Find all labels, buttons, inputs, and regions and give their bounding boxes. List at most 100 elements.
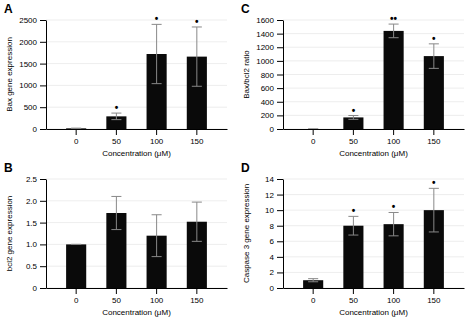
y-tick-label: 800 [261, 71, 275, 80]
y-tick-mark [277, 272, 283, 273]
x-axis-title: Concentration (μM) [339, 149, 408, 158]
y-tick-mark [277, 115, 283, 116]
x-tick-mark [156, 129, 157, 135]
x-tick: 150 [427, 288, 441, 305]
x-tick-label: 50 [349, 296, 358, 305]
error-line [196, 202, 197, 241]
error-line [196, 27, 197, 86]
y-axis-line [46, 21, 47, 130]
x-tick: 50 [112, 129, 121, 146]
x-tick-label: 0 [311, 137, 316, 146]
grid-line [46, 20, 227, 21]
y-tick-mark [277, 61, 283, 62]
error-bar [152, 24, 162, 83]
y-tick-label: 0 [33, 284, 38, 293]
y-tick-mark [40, 179, 46, 180]
x-axis-title: Concentration (μM) [102, 308, 171, 317]
x-tick: 50 [349, 288, 358, 305]
error-cap [308, 278, 318, 279]
y-tick-label: 2000 [19, 38, 37, 47]
x-tick-mark [393, 288, 394, 294]
panel: •••05001000150020002500050100150Concentr… [4, 2, 228, 158]
y-tick-label: 8 [270, 222, 275, 231]
y-tick: 2.0 [26, 197, 46, 206]
error-bar [192, 202, 202, 241]
x-tick-label: 50 [349, 137, 358, 146]
y-tick-mark [40, 201, 46, 202]
y-tick: 2500 [19, 16, 46, 25]
x-axis-line [284, 129, 465, 130]
y-tick-label: 1200 [256, 43, 274, 52]
x-tick-label: 150 [427, 296, 441, 305]
error-bar [111, 113, 121, 120]
y-tick-mark [277, 102, 283, 103]
x-tick: 150 [427, 129, 441, 146]
error-cap [71, 128, 81, 129]
grid [283, 20, 464, 129]
y-tick-mark [40, 288, 46, 289]
y-tick: 1.0 [26, 240, 46, 249]
y-tick-mark [277, 210, 283, 211]
plot-area: ••••020040060080010001200140016000501001… [242, 13, 465, 158]
y-tick-label: 1.5 [26, 219, 38, 228]
grid [46, 20, 227, 129]
x-tick: 50 [349, 129, 358, 146]
y-tick: 1200 [256, 43, 283, 52]
y-tick-label: 200 [261, 111, 275, 120]
y-tick-label: 2.0 [26, 197, 38, 206]
y-tick: 1600 [256, 16, 283, 25]
plot-area: 00.51.01.52.02.5050100150Concentration (… [5, 175, 228, 317]
y-tick-label: 400 [261, 98, 275, 107]
y-tick-label: 0 [270, 125, 275, 134]
y-tick-label: 1600 [256, 16, 274, 25]
y-tick-mark [277, 88, 283, 89]
y-tick: 1000 [256, 57, 283, 66]
x-axis-title: Concentration (μM) [339, 308, 408, 317]
error-cap [429, 231, 439, 232]
x-tick-label: 100 [150, 137, 164, 146]
error-cap [71, 244, 81, 245]
x-tick: 0 [74, 129, 79, 146]
y-tick-mark [40, 85, 46, 86]
error-line [393, 24, 394, 38]
error-cap [348, 119, 358, 120]
y-axis: 00.51.01.52.02.5 [26, 175, 47, 293]
y-tick: 2.5 [26, 175, 46, 184]
x-axis-line [47, 129, 228, 130]
y-tick-label: 14 [265, 175, 274, 184]
x-tick-label: 100 [150, 296, 164, 305]
x-tick: 100 [387, 129, 401, 146]
annotation: • [392, 201, 396, 212]
y-tick-label: 0 [33, 125, 38, 134]
x-tick: 50 [112, 288, 121, 305]
y-axis-title: Caspase 3 gene expression [242, 184, 251, 283]
bar [384, 31, 404, 129]
y-tick-label: 12 [265, 191, 274, 200]
x-tick: 150 [190, 288, 204, 305]
bar [66, 244, 86, 288]
y-tick-mark [277, 195, 283, 196]
x-tick-label: 50 [112, 137, 121, 146]
annotation: • [352, 205, 356, 216]
error-bar [348, 216, 358, 235]
error-bar [71, 244, 81, 245]
y-tick-label: 1400 [256, 30, 274, 39]
y-tick-mark [40, 64, 46, 65]
bars [303, 188, 444, 288]
error-cap [111, 196, 121, 197]
x-tick-mark [313, 129, 314, 135]
y-tick: 1500 [19, 60, 46, 69]
error-line [116, 113, 117, 120]
error-cap [192, 202, 202, 203]
error-line [156, 215, 157, 257]
x-tick-label: 0 [311, 296, 316, 305]
y-tick-label: 2500 [19, 16, 37, 25]
error-cap [111, 119, 121, 120]
y-tick: 500 [24, 103, 46, 112]
error-cap [71, 244, 81, 245]
x-tick-mark [76, 288, 77, 294]
x-tick-mark [433, 288, 434, 294]
y-tick: 0 [33, 284, 46, 293]
y-tick-label: 0 [270, 284, 275, 293]
y-tick-label: 2.5 [26, 175, 38, 184]
